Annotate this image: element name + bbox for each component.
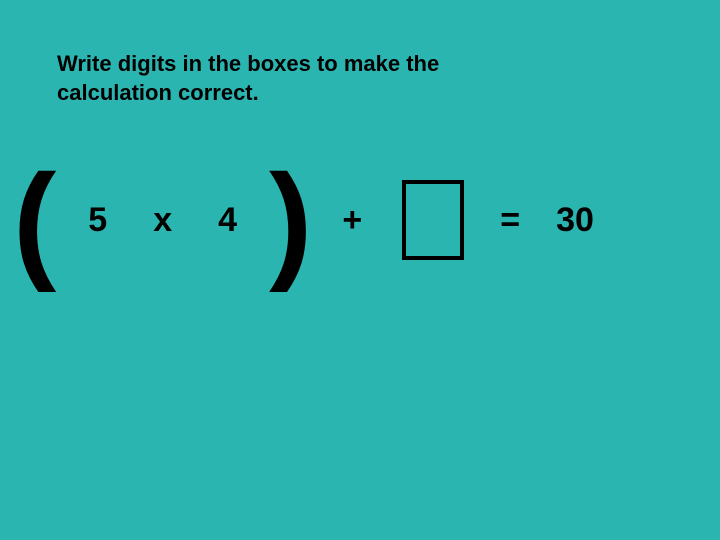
plus-operator: + [320,201,384,240]
answer-box[interactable] [402,180,464,260]
number-2: 4 [194,201,261,240]
number-1: 5 [64,201,131,240]
result-number: 30 [538,201,612,240]
open-paren: ( [5,155,64,285]
equation-row: ( 5 x 4 ) + = 30 [5,155,612,285]
multiply-operator: x [131,201,194,240]
equals-sign: = [482,201,538,240]
instruction-text: Write digits in the boxes to make the ca… [57,50,557,107]
close-paren: ) [261,155,320,285]
